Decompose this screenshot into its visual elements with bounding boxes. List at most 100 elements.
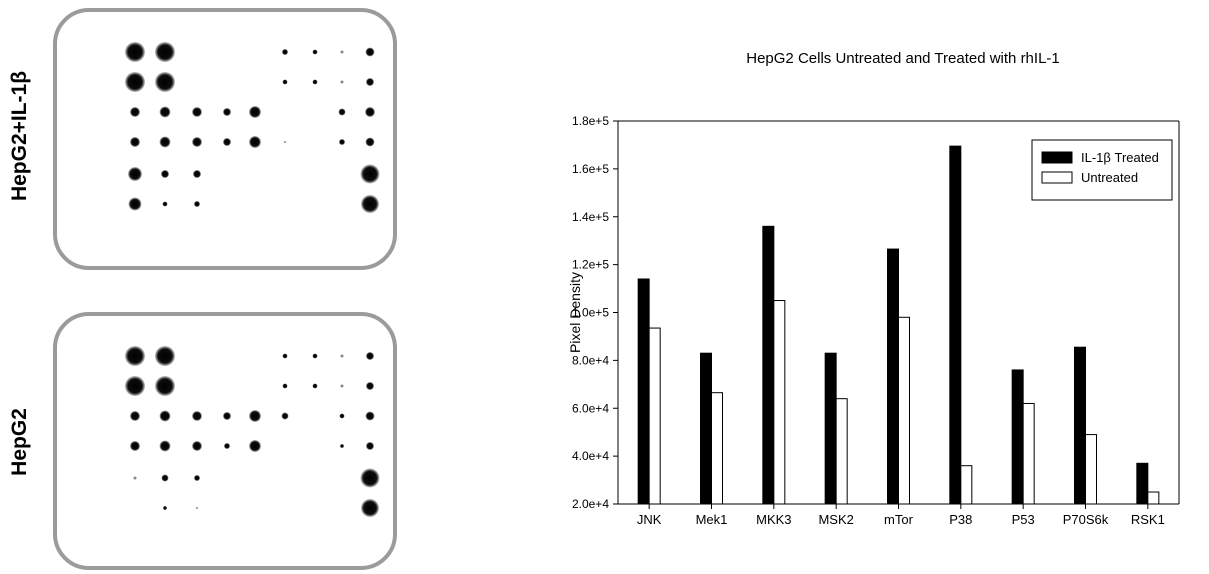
bar-untreated [835,398,848,505]
array-spot [193,170,201,178]
bar-untreated [1022,402,1035,505]
y-tick-label: 4.0e+4 [572,449,609,463]
array-spot [338,108,346,116]
array-blot-treated [53,8,397,270]
array-spot [159,410,171,422]
array-spot [161,474,169,482]
array-spot [340,384,344,388]
array-spot [223,138,231,146]
array-spot [249,440,261,452]
array-spot [125,72,145,92]
array-spot [162,201,168,207]
array-spot [128,167,142,181]
array-spot [282,383,288,389]
bar-treated [949,145,962,505]
array-spot [361,499,379,517]
bar-untreated [898,316,910,505]
y-tick-label: 1.8e+5 [572,114,609,128]
array-spot [360,164,380,184]
chart-title: HepG2 Cells Untreated and Treated with r… [746,50,1060,67]
array-spot [223,412,231,420]
bar-untreated [648,327,661,505]
y-tick-label: 8.0e+4 [572,353,609,367]
array-spot [130,137,140,147]
array-spot [366,442,374,450]
array-spot [155,346,175,366]
array-spot [249,106,261,118]
array-spot [340,354,344,358]
bar-treated [637,278,650,505]
x-tick-label: RSK1 [1131,512,1165,527]
bar-chart: HepG2 Cells Untreated and Treated with r… [567,50,1180,527]
array-spot [284,141,286,143]
array-spot [312,383,318,389]
array-spot [125,346,145,366]
bar-treated [1074,346,1086,505]
array-spot [281,412,289,420]
bar-untreated [1147,491,1160,505]
x-tick-label: P38 [949,512,972,527]
array-spot [361,195,379,213]
array-spot [312,353,318,359]
array-spot [196,507,198,509]
bar-treated [762,225,775,505]
y-tick-label: 1.6e+5 [572,162,609,176]
array-dots-treated [125,42,380,213]
legend-swatch [1041,171,1073,184]
array-spot [192,411,202,421]
bar-untreated [1085,434,1097,505]
y-tick-label: 1.0e+5 [572,306,609,320]
array-spot [365,47,375,57]
bar-untreated [960,465,973,505]
bar-untreated [711,392,723,505]
array-spot [130,411,140,421]
array-spot [340,444,344,448]
array-spot [159,440,171,452]
array-spot [282,79,288,85]
array-spot [192,441,202,451]
legend: IL-1β Treated Untreated [1031,139,1173,201]
x-tick-label: MKK3 [756,512,791,527]
y-tick-label: 6.0e+4 [572,401,609,415]
array-spot [159,136,171,148]
array-spot [365,107,375,117]
array-spot [133,476,137,480]
array-spot [125,42,145,62]
array-spot [339,413,345,419]
array-spot [249,136,261,148]
array-spot [365,137,375,147]
array-spot [249,410,261,422]
x-tick-label: MSK2 [818,512,853,527]
array-dots-untreated [125,346,380,517]
array-spot [155,376,175,396]
array-spot [365,411,375,421]
bar-treated [824,352,837,505]
legend-label: IL-1β Treated [1081,150,1159,165]
array-spot [223,108,231,116]
array-spot [194,201,200,207]
bar-treated [1136,462,1149,505]
array-spot [192,137,202,147]
y-axis-label: Pixel Density [567,272,583,353]
x-tick-label: P53 [1012,512,1035,527]
legend-box [1031,139,1173,201]
array-spot [161,170,169,178]
array-spot [340,80,344,84]
array-spot [130,441,140,451]
legend-swatch [1041,151,1073,164]
y-tick-label: 1.2e+5 [572,258,609,272]
bar-treated [887,248,899,505]
array-blot-untreated [53,312,397,570]
array-spot [366,352,374,360]
array-spot [360,468,380,488]
bar-untreated [773,300,786,505]
array-spot [366,78,374,86]
array-spot [224,443,230,449]
legend-label: Untreated [1081,170,1138,185]
x-tick-label: JNK [637,512,662,527]
y-tick-label: 2.0e+4 [572,497,609,511]
array-spot [159,106,171,118]
array-spot [312,79,318,85]
array-spot [155,72,175,92]
array-spot [155,42,175,62]
